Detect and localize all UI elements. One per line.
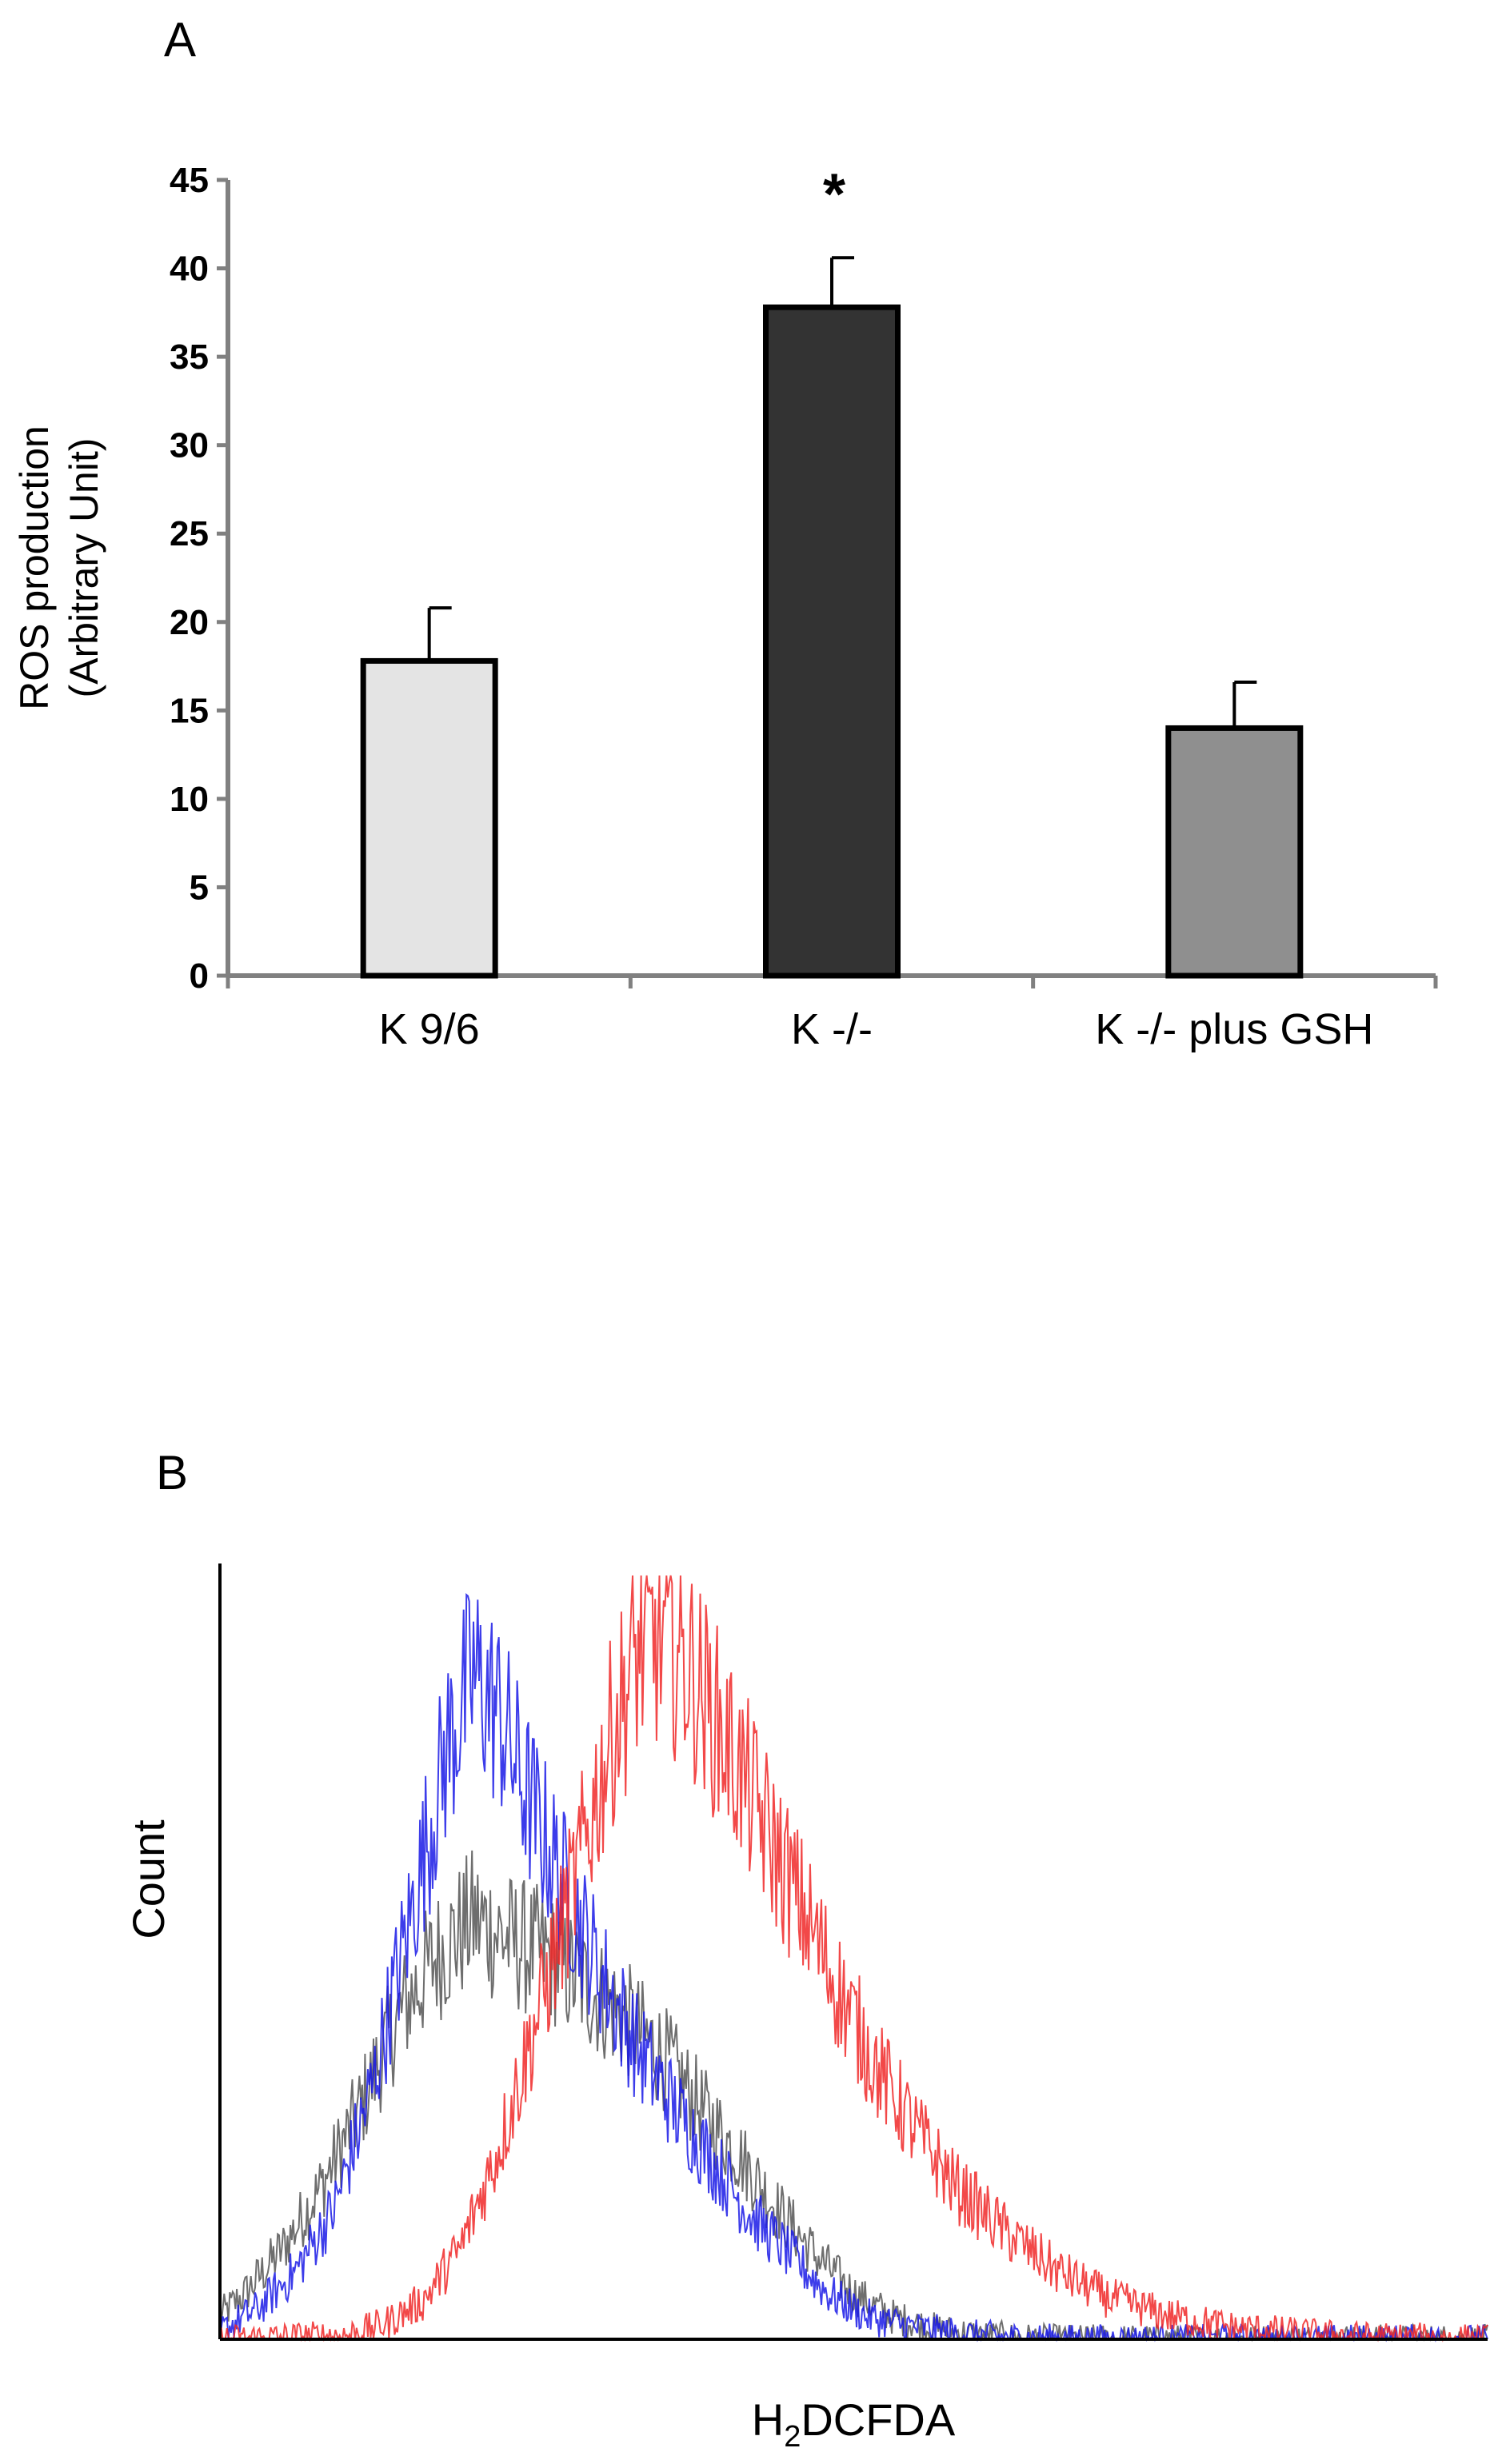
ylabel-b: Count <box>123 1819 174 1939</box>
panel-a-label: A <box>164 13 196 66</box>
panel-a: A ROS production (Arbitrary Unit) 0 5 10 15… <box>12 13 1438 1053</box>
category-label: K -/- plus GSH <box>1095 1005 1373 1053</box>
bars-a <box>360 304 1304 979</box>
histogram-traces <box>219 1575 1488 2342</box>
trace-red <box>219 1575 1488 2342</box>
y-tick-label-a: 10 <box>170 780 209 819</box>
y-tick-label-a: 20 <box>170 603 209 642</box>
category-labels-a: K 9/6 K -/- K -/- plus GSH <box>379 1005 1374 1053</box>
y-tick-label-a: 30 <box>170 426 209 465</box>
y-tick-label-a: 45 <box>170 161 209 200</box>
category-label: K 9/6 <box>379 1005 480 1053</box>
ylabel-a-line1: ROS production <box>12 425 57 710</box>
significance-asterisk: * <box>823 162 845 226</box>
trace-blue <box>219 1592 1488 2342</box>
y-tick-label-a: 40 <box>170 250 209 289</box>
xlabel-b-main: H <box>752 2394 784 2445</box>
y-tick-label-a: 15 <box>170 691 209 730</box>
bar <box>763 304 901 979</box>
y-tick-labels-a: 0 5 10 15 20 25 30 35 40 45 <box>170 161 209 996</box>
bar <box>360 657 498 979</box>
error-bars-a <box>427 256 1257 729</box>
xlabel-b-sub: 2 <box>784 2420 801 2454</box>
ylabel-a: ROS production (Arbitrary Unit) <box>12 425 106 710</box>
y-tick-label-a: 0 <box>190 956 209 996</box>
trace-black <box>219 1850 1488 2342</box>
y-tick-label-a: 5 <box>190 868 209 907</box>
panel-b: B Count H2DCFDA <box>123 1446 1488 2454</box>
bar <box>1165 725 1304 979</box>
panel-b-label: B <box>156 1446 188 1500</box>
y-tick-label-a: 25 <box>170 514 209 553</box>
annotations-a: * <box>823 162 845 226</box>
xlabel-b: H2DCFDA <box>752 2394 956 2454</box>
ylabel-a-line2: (Arbitrary Unit) <box>62 437 106 697</box>
category-label: K -/- <box>791 1005 873 1053</box>
xlabel-b-rest: DCFDA <box>801 2394 956 2445</box>
y-tick-label-a: 35 <box>170 337 209 377</box>
